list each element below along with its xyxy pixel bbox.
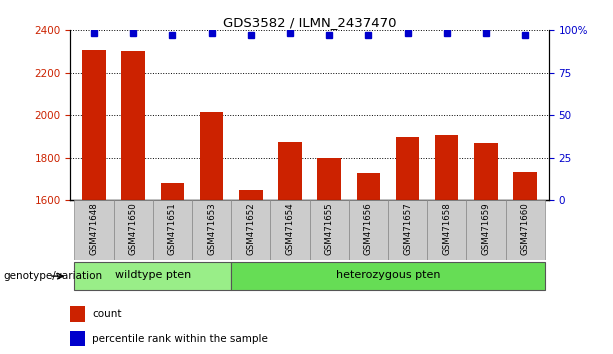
Text: GSM471655: GSM471655: [325, 202, 333, 255]
Text: GSM471648: GSM471648: [89, 202, 99, 255]
Bar: [318, 158, 341, 200]
Text: GSM471658: GSM471658: [442, 202, 451, 255]
Bar: [153, 200, 192, 260]
Bar: [74, 200, 113, 260]
Bar: [192, 200, 231, 260]
Text: GSM471660: GSM471660: [520, 202, 530, 255]
Bar: [161, 183, 184, 200]
Bar: [70, 331, 85, 346]
Bar: [427, 200, 466, 260]
Text: GSM471653: GSM471653: [207, 202, 216, 255]
Bar: [388, 200, 427, 260]
Bar: [513, 172, 537, 200]
Bar: [82, 50, 106, 200]
Text: wildtype pten: wildtype pten: [115, 270, 191, 280]
Bar: [435, 135, 459, 200]
Bar: [70, 306, 85, 322]
Bar: [474, 143, 498, 200]
Bar: [278, 142, 302, 200]
Bar: [466, 200, 506, 260]
Text: GSM471659: GSM471659: [481, 202, 490, 255]
Bar: [239, 190, 262, 200]
Bar: [113, 200, 153, 260]
Bar: [200, 112, 223, 200]
Bar: [357, 173, 380, 200]
Text: GSM471657: GSM471657: [403, 202, 412, 255]
Bar: [74, 262, 231, 290]
Text: percentile rank within the sample: percentile rank within the sample: [92, 334, 268, 344]
Text: GSM471656: GSM471656: [364, 202, 373, 255]
Text: heterozygous pten: heterozygous pten: [336, 270, 440, 280]
Text: GSM471650: GSM471650: [129, 202, 138, 255]
Text: GSM471651: GSM471651: [168, 202, 177, 255]
Text: GSM471654: GSM471654: [286, 202, 294, 255]
Bar: [231, 262, 545, 290]
Bar: [349, 200, 388, 260]
Bar: [396, 137, 419, 200]
Bar: [121, 51, 145, 200]
Bar: [270, 200, 310, 260]
Text: GSM471652: GSM471652: [246, 202, 255, 255]
Bar: [310, 200, 349, 260]
Title: GDS3582 / ILMN_2437470: GDS3582 / ILMN_2437470: [223, 16, 397, 29]
Text: count: count: [92, 308, 121, 319]
Bar: [231, 200, 270, 260]
Bar: [506, 200, 545, 260]
Text: genotype/variation: genotype/variation: [3, 271, 102, 281]
